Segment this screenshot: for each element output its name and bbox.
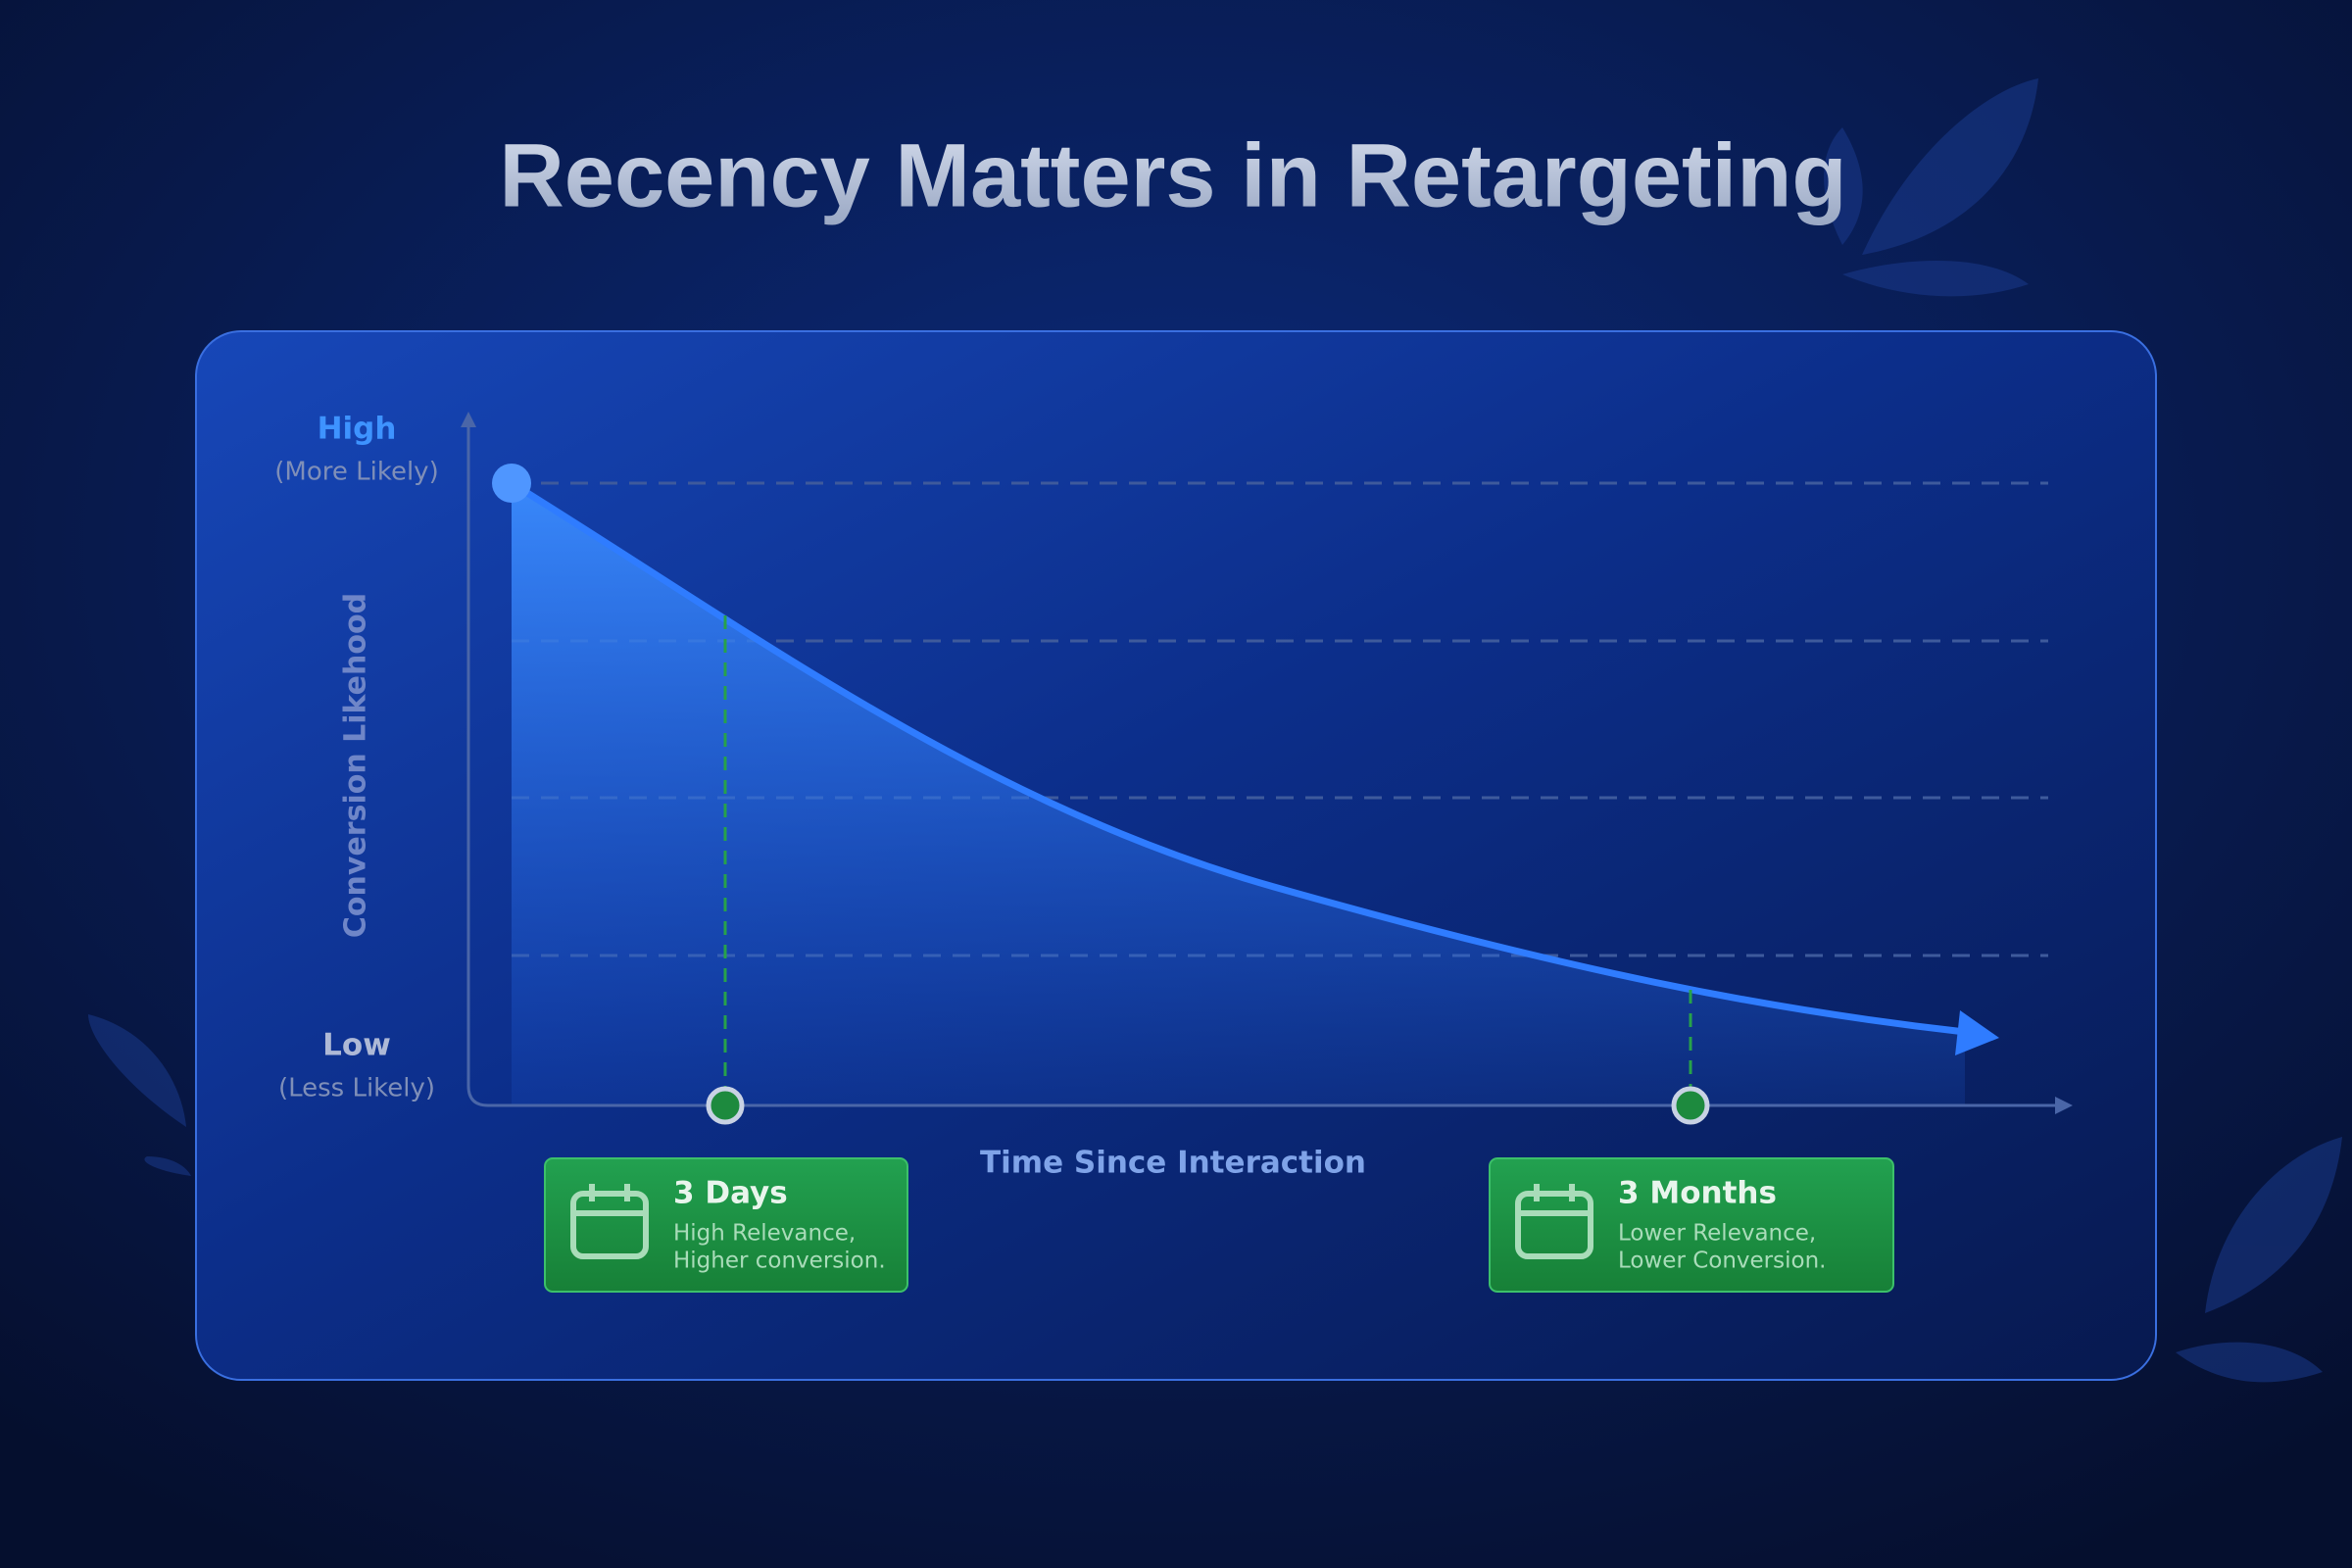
- card-line: Lower Relevance,: [1618, 1221, 1816, 1247]
- y-arrow: [461, 412, 476, 427]
- x-axis-label: Time Since Interaction: [980, 1146, 1366, 1181]
- y-axis-label: Conversion Likehood: [339, 593, 373, 938]
- card: 3 Months Lower Relevance, Lower Conversi…: [1489, 1157, 1894, 1293]
- card-title: 3 Months: [1618, 1176, 1777, 1211]
- x-arrow: [2055, 1097, 2073, 1114]
- y-high-note: (More Likely): [274, 458, 438, 487]
- curve: [510, 480, 1966, 1036]
- curve-start: [492, 464, 531, 503]
- curve-area: [512, 483, 1965, 1105]
- y-low-note: (Less Likely): [278, 1074, 435, 1103]
- curve-arrow: [1955, 1010, 1999, 1055]
- title: Recency Matters in Retargeting: [499, 125, 1846, 225]
- card-line: High Relevance,: [673, 1221, 856, 1247]
- axes: [466, 420, 2058, 1107]
- card-title: 3 Days: [673, 1176, 788, 1211]
- markers: [706, 1086, 1710, 1125]
- card-line: Higher conversion.: [673, 1249, 886, 1274]
- y-low: Low: [322, 1028, 391, 1063]
- card-line: Lower Conversion.: [1618, 1249, 1826, 1274]
- card: 3 Days High Relevance, Higher conversion…: [544, 1157, 908, 1293]
- leaves: [88, 78, 2342, 1383]
- marker-lines: [723, 615, 1692, 1090]
- y-high: High: [318, 412, 397, 447]
